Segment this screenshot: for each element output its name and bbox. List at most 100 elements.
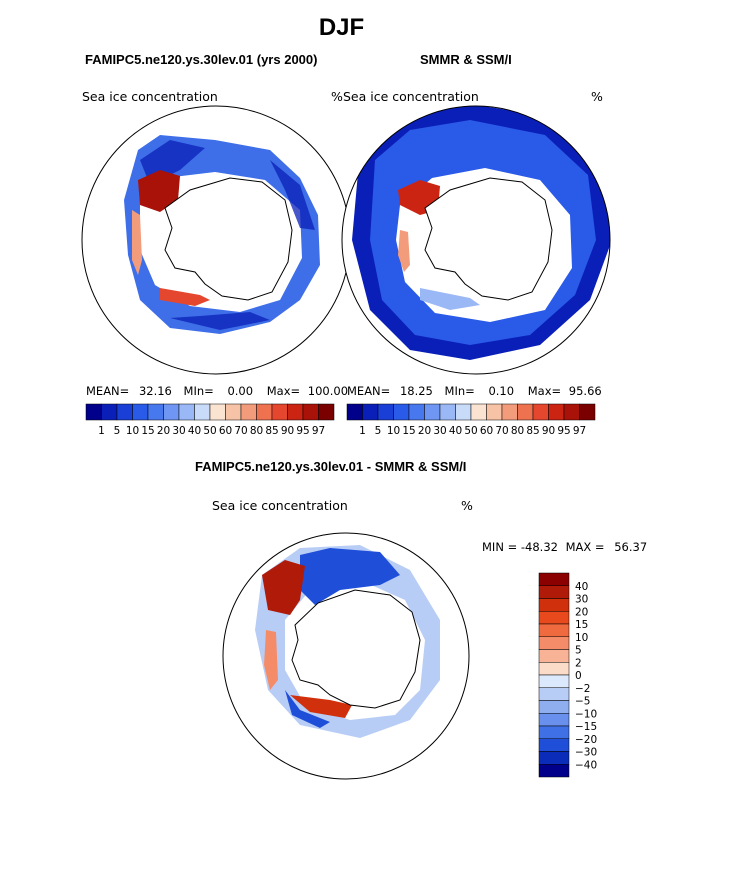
colorbar-tick-label: 5 [114, 425, 121, 437]
colorbar-tick-label: 97 [312, 425, 325, 437]
panel2-map [341, 105, 611, 375]
colorbar-swatch [563, 403, 580, 421]
colorbar-swatch [194, 403, 211, 421]
diff-weddell-red [262, 560, 305, 615]
colorbar-swatch [147, 403, 164, 421]
diff-units: % [461, 498, 473, 513]
colorbar-swatch [517, 403, 534, 421]
panel2-ross-light [420, 288, 480, 310]
colorbar-swatch [538, 687, 570, 701]
colorbar-swatch [271, 403, 288, 421]
diff-antarctica [291, 589, 421, 709]
colorbar-swatch [538, 764, 570, 778]
colorbar-tick-label: 10 [126, 425, 139, 437]
colorbar-swatch [455, 403, 472, 421]
colorbar-swatch [538, 611, 570, 625]
panel1-stats: MEAN= 32.16 MIn= 0.00 Max= 100.00 [86, 384, 348, 398]
colorbar-tick-label: 10 [387, 425, 400, 437]
panel2-globe-outline [341, 105, 611, 375]
colorbar-swatch [538, 725, 570, 739]
colorbar-swatch [302, 403, 319, 421]
colorbar-tick-label: 95 [557, 425, 570, 437]
colorbar-swatch [538, 649, 570, 663]
colorbar-tick-label: 2 [575, 657, 582, 669]
diff-min: -48.32 [520, 540, 558, 554]
colorbar-tick-label: 97 [573, 425, 586, 437]
panel2-min-label: MIn= [444, 384, 475, 398]
colorbar-tick-label: 85 [526, 425, 539, 437]
colorbar-swatch [538, 713, 570, 727]
panel2-model-title: SMMR & SSM/I [420, 52, 512, 67]
colorbar-tick-label: 90 [281, 425, 294, 437]
colorbar-swatch [287, 403, 304, 421]
panel1-units: % [331, 89, 343, 104]
panel1-ice-ring [124, 135, 320, 334]
colorbar-swatch [538, 623, 570, 637]
colorbar-swatch [538, 598, 570, 612]
diff-ring-light [255, 545, 440, 738]
panel2-units: % [591, 89, 603, 104]
colorbar-swatch [538, 585, 570, 599]
panel1-mean-label: MEAN= [86, 384, 130, 398]
colorbar-swatch [346, 403, 363, 421]
colorbar-tick-label: 70 [234, 425, 247, 437]
colorbar-tick-label: 60 [219, 425, 232, 437]
colorbar-tick-label: −20 [575, 734, 597, 746]
panel2-mean-label: MEAN= [347, 384, 391, 398]
colorbar-tick-label: 15 [402, 425, 415, 437]
colorbar-swatch [256, 403, 273, 421]
panel1-mean: 32.16 [138, 384, 172, 398]
colorbar-swatch [579, 403, 596, 421]
page-title: DJF [318, 14, 365, 41]
diff-blue [285, 548, 400, 728]
panel1-ice-dark [140, 140, 315, 330]
colorbar-swatch [209, 403, 226, 421]
colorbar-tick-label: 1 [98, 425, 105, 437]
colorbar-swatch [408, 403, 425, 421]
diff-minmax: MIN = -48.32 MAX = 56.37 [482, 540, 647, 554]
colorbar-tick-label: 80 [250, 425, 263, 437]
colorbar-tick-label: 30 [433, 425, 446, 437]
diff-max-label: MAX = [565, 540, 605, 554]
colorbar-swatch [377, 403, 394, 421]
colorbar-swatch [163, 403, 180, 421]
panel1-min-label: MIn= [183, 384, 214, 398]
panel2-stats: MEAN= 18.25 MIn= 0.10 Max= 95.66 [347, 384, 602, 398]
panel2-max: 95.66 [568, 384, 602, 398]
colorbar-tick-label: 5 [375, 425, 382, 437]
colorbar-tick-label: 15 [141, 425, 154, 437]
diff-min-label: MIN = [482, 540, 518, 554]
panel2-variable: Sea ice concentration [343, 89, 479, 104]
colorbar-tick-label: 20 [418, 425, 431, 437]
colorbar-tick-label: 0 [575, 670, 582, 682]
colorbar-swatch [318, 403, 335, 421]
colorbar-tick-label: 30 [575, 594, 588, 606]
colorbar-tick-label: 50 [464, 425, 477, 437]
colorbar-tick-label: 40 [575, 581, 588, 593]
colorbar-swatch [240, 403, 257, 421]
diff-ross-red [290, 695, 352, 718]
panel1-pen-orange [132, 210, 142, 275]
colorbar-tick-label: −30 [575, 747, 597, 759]
colorbar-tick-label: 95 [296, 425, 309, 437]
colorbar-swatch [532, 403, 549, 421]
diff-pen-orange [264, 630, 278, 690]
colorbar-swatch [538, 700, 570, 714]
diff-title: FAMIPC5.ne120.ys.30lev.01 - SMMR & SSM/I [195, 459, 467, 474]
panel1-antarctica [164, 177, 293, 301]
colorbar-swatch [538, 674, 570, 688]
colorbar-swatch [538, 751, 570, 765]
panel2-min: 0.10 [488, 384, 515, 398]
colorbar-swatch [486, 403, 503, 421]
colorbar-swatch [538, 738, 570, 752]
colorbar-tick-label: −5 [575, 696, 590, 708]
colorbar-swatch [538, 662, 570, 676]
colorbar-swatch [362, 403, 379, 421]
colorbar-swatch [101, 403, 118, 421]
colorbar-tick-label: 20 [157, 425, 170, 437]
panel1-min: 0.00 [227, 384, 254, 398]
colorbar-tick-label: 90 [542, 425, 555, 437]
panel1-ross-max [160, 288, 210, 306]
colorbar-swatch [116, 403, 133, 421]
